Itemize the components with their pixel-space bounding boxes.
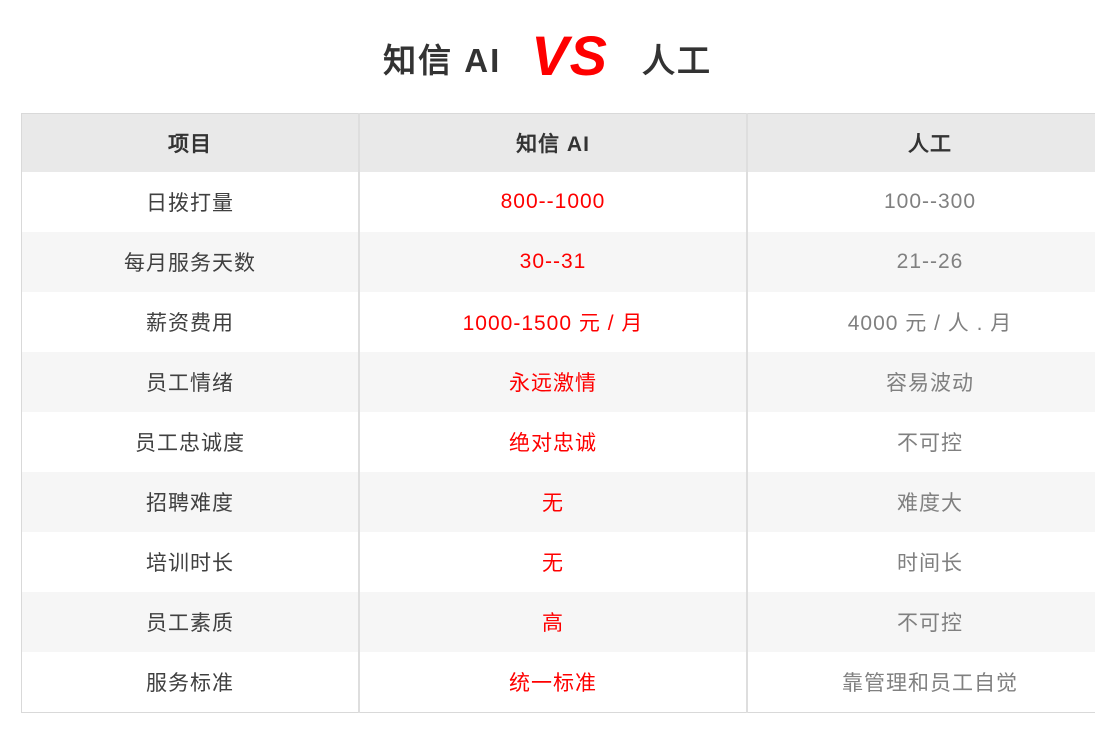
cell-ai-value: 无	[358, 472, 747, 532]
page-title: 知信 AI VS 人工	[0, 14, 1095, 102]
column-header-human: 人工	[746, 113, 1095, 172]
table-row: 培训时长 无时间长	[22, 532, 1095, 592]
cell-item: 员工忠诚度	[135, 432, 245, 455]
cell-item: 每月服务天数	[21, 232, 359, 292]
cell-human-value: 不可控	[746, 592, 1095, 652]
table-row: 日拨打量 800--1000 100--300	[22, 172, 1095, 232]
cell-human-value: 21--26	[746, 232, 1095, 292]
title-left-brand: 知信 AI	[383, 42, 502, 79]
table-header-row: 项目 知信 AI 人工	[21, 113, 1095, 172]
cell-human-value: 不可控	[746, 412, 1095, 472]
cell-ai-value: 统一标准	[358, 652, 747, 713]
cell-item: 服务标准	[146, 672, 234, 695]
table-row: 员工情绪 永远激情 容易波动	[21, 352, 1095, 412]
cell-ai-value: 高	[358, 592, 747, 652]
cell-item: 薪资费用	[146, 312, 234, 335]
cell-human-value: 100--300	[746, 172, 1095, 232]
cell-human-value: 容易波动	[746, 352, 1095, 412]
cell-human-value: 时间长	[746, 532, 1095, 592]
table-row: 每月服务天数 30--31 21--26	[21, 232, 1095, 292]
comparison-table: 项目 知信 AI 人工 日拨打量 800--1000 100--300 每月服务天数 3…	[21, 113, 1095, 713]
cell-item: 培训时长	[146, 552, 234, 575]
cell-item: 员工情绪	[21, 352, 359, 412]
table-row: 招聘难度无难度大	[21, 472, 1095, 532]
cell-ai-value: 绝对忠诚	[358, 412, 747, 472]
cell-ai-value: 30--31	[358, 232, 747, 292]
cell-human-value: 4000 元 / 人 . 月	[746, 292, 1095, 352]
column-header-item: 项目	[21, 113, 359, 172]
table-row: 员工忠诚度 绝对忠诚 不可控	[22, 412, 1095, 472]
title-vs-badge: VS	[531, 23, 608, 87]
title-right-label: 人工	[641, 42, 712, 79]
table-row: 服务标准 统一标准 靠管理和员工自觉	[22, 652, 1095, 713]
table-row: 薪资费用 1000-1500 元 / 月 4000 元 / 人 . 月	[22, 292, 1095, 352]
cell-ai-value: 800--1000	[358, 172, 747, 232]
cell-ai-value: 无	[358, 532, 747, 592]
cell-human-value: 难度大	[746, 472, 1095, 532]
cell-item: 日拨打量	[146, 192, 234, 215]
cell-item: 员工素质	[21, 592, 359, 652]
column-header-ai: 知信 AI	[358, 113, 747, 172]
cell-item: 招聘难度	[21, 472, 359, 532]
cell-human-value: 靠管理和员工自觉	[746, 652, 1095, 713]
cell-ai-value: 1000-1500 元 / 月	[358, 292, 747, 352]
table-row: 员工素质高不可控	[21, 592, 1095, 652]
cell-ai-value: 永远激情	[358, 352, 747, 412]
